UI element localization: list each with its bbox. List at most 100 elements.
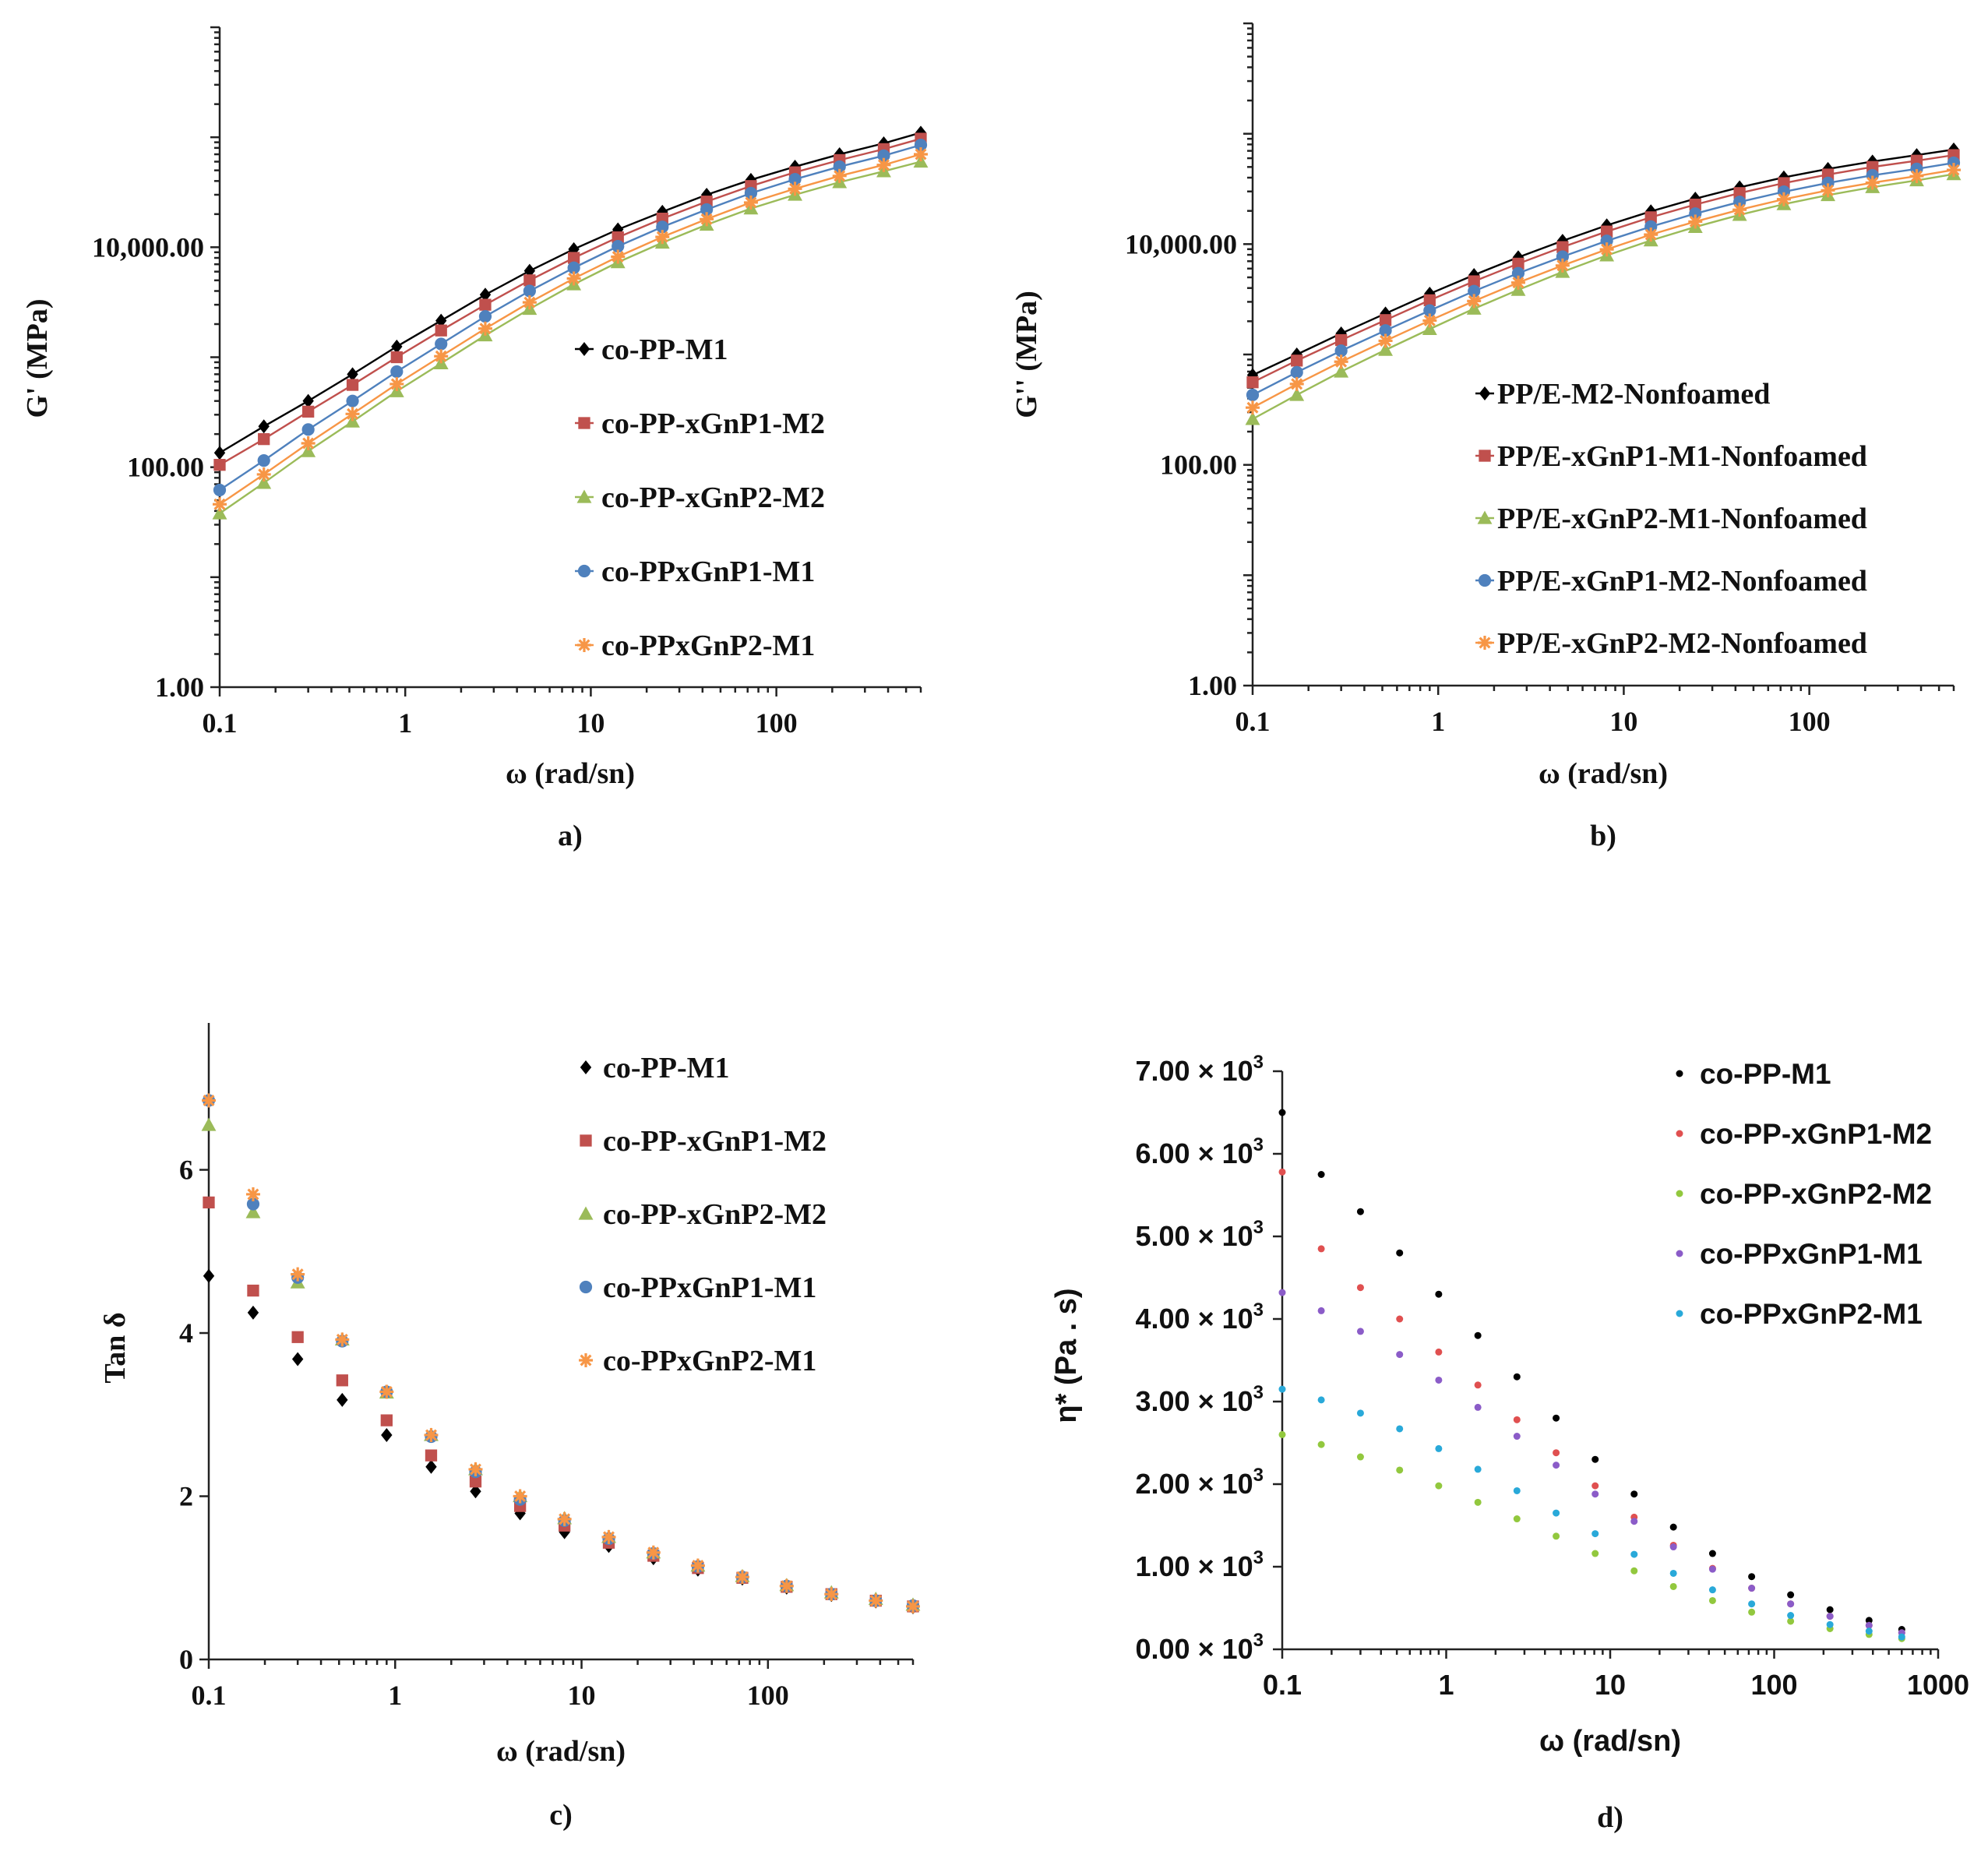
data-point [203, 1268, 215, 1283]
legend-marker [576, 489, 592, 503]
data-point [1600, 235, 1613, 248]
data-point [1630, 1550, 1638, 1558]
data-point [479, 287, 492, 302]
data-point [302, 393, 314, 408]
data-point [1898, 1633, 1905, 1641]
legend-marker [1479, 450, 1491, 462]
data-point [469, 1476, 482, 1488]
legend-marker [1479, 386, 1491, 400]
data-point [1865, 1621, 1873, 1629]
series-co-PP-xGnP2-M2 [212, 154, 929, 520]
data-point-stroke [915, 148, 927, 160]
data-point-stroke [1335, 355, 1348, 368]
data-point [1865, 1627, 1873, 1635]
legend-label: co-PP-xGnP1-M2 [601, 407, 825, 440]
data-point [1290, 365, 1303, 379]
data-point [1317, 1171, 1325, 1178]
legend-marker [1676, 1070, 1683, 1077]
data-point [1732, 203, 1747, 217]
x-tick-label: 10 [1595, 1669, 1626, 1701]
data-point [1474, 1331, 1482, 1339]
data-point [833, 160, 846, 174]
legend-label: co-PPxGnP2-M1 [1700, 1298, 1923, 1330]
data-point [213, 497, 227, 512]
data-point [1468, 275, 1480, 287]
axes-b: 0.1 1 10 100 1.00 100.00 10,000.00 ω (rad/sn) G'… [1010, 22, 1955, 852]
legend-item: co-PPxGnP1-M1 [1676, 1238, 1923, 1270]
data-point-stroke [869, 1595, 882, 1607]
y-tick-label: 2.00 × 103 [1136, 1465, 1264, 1500]
legend-label: PP/E-xGnP2-M2-Nonfoamed [1497, 627, 1867, 660]
data-point [1474, 1381, 1482, 1389]
y-axis-title: η* (Pa . s) [1050, 1288, 1083, 1423]
data-point [347, 367, 358, 382]
legend-c: co-PP-M1 co-PP-xGnP1-M2 co-PP-xGnP2-M2 co-P… [578, 1052, 827, 1377]
data-point [655, 230, 670, 245]
data-point [245, 1204, 261, 1218]
series-line [219, 153, 922, 506]
legend-label: co-PP-xGnP1-M2 [1700, 1118, 1932, 1150]
data-point [1317, 1307, 1325, 1314]
data-point-stroke [479, 323, 492, 335]
data-point [1708, 1565, 1716, 1573]
series-co-PPxGnP1-M1 [1278, 1289, 1905, 1637]
y-axis-title: G'' (MPa) [1010, 291, 1043, 418]
y-tick-mantissa: 2.00 × 10 [1136, 1468, 1253, 1500]
data-point [1278, 1430, 1286, 1438]
y-tick-label: 1.00 × 103 [1136, 1547, 1264, 1582]
data-point [1787, 1600, 1795, 1608]
legend-marker [1478, 573, 1492, 587]
data-point-stroke [612, 251, 624, 263]
legend-label: co-PP-M1 [601, 333, 728, 366]
data-point [256, 467, 271, 481]
data-point-stroke [380, 1385, 393, 1398]
data-point [291, 1352, 304, 1367]
x-tick-label: 10 [568, 1680, 596, 1711]
data-point [788, 182, 802, 196]
x-tick-label: 100 [1789, 706, 1831, 737]
data-point [1644, 211, 1657, 224]
data-point [1335, 326, 1347, 341]
data-point [1556, 250, 1569, 263]
series-co-PP-M1 [1278, 1109, 1905, 1634]
data-point [1378, 333, 1393, 348]
data-point-stroke [781, 1580, 793, 1592]
data-point-stroke [514, 1490, 527, 1503]
data-point [700, 203, 714, 217]
data-point-stroke [825, 1588, 837, 1600]
legend-label: co-PP-M1 [1700, 1058, 1831, 1090]
data-point-stroke [1822, 184, 1835, 196]
data-point [700, 187, 713, 202]
data-point [1396, 1249, 1404, 1257]
data-point-stroke [559, 1513, 571, 1525]
data-point [381, 1427, 393, 1442]
legend-label: co-PP-xGnP2-M2 [601, 481, 825, 514]
data-point [1356, 1409, 1364, 1417]
data-point [559, 1525, 570, 1539]
chart-panel-a: 0.1 1 10 100 1.00 100.00 10,000.00 ω (rad/sn) G'… [0, 0, 994, 896]
data-point [1644, 227, 1658, 242]
data-point [212, 506, 227, 520]
data-point [523, 263, 536, 278]
y-tick-label: 100.00 [1160, 450, 1237, 481]
data-point [335, 1332, 350, 1347]
x-tick-label: 1 [398, 707, 412, 739]
data-point [656, 220, 669, 234]
legend-label: PP/E-xGnP2-M1-Nonfoamed [1497, 503, 1867, 535]
series-co-PP-M1 [203, 1268, 919, 1614]
data-point [1334, 364, 1349, 378]
x-tick-label: 10 [576, 707, 605, 739]
data-point [612, 240, 625, 253]
data-point [1246, 388, 1260, 402]
x-tick-label: 0.1 [1235, 706, 1271, 737]
data-point [379, 1384, 394, 1399]
legend-label: co-PPxGnP1-M1 [601, 555, 815, 588]
data-point [391, 339, 403, 354]
data-point [291, 1331, 304, 1343]
y-tick-label: 6 [179, 1155, 193, 1186]
y-tick-label: 4.00 × 103 [1136, 1300, 1264, 1335]
series-line [219, 160, 922, 514]
plot-area-c [201, 1093, 921, 1614]
series-line [1252, 168, 1955, 409]
data-point [470, 1484, 481, 1499]
